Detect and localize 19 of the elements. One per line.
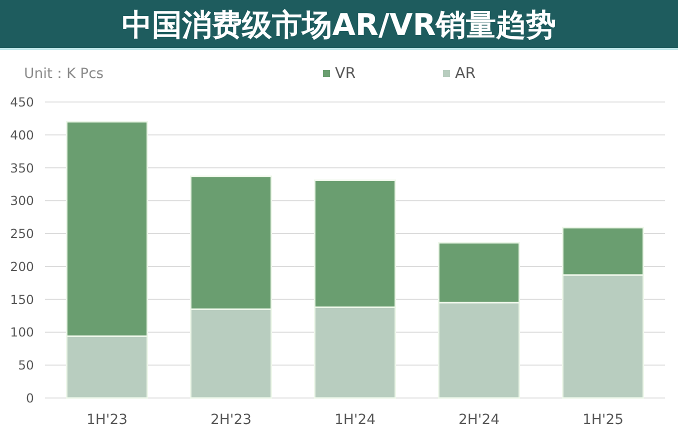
x-tick-label: 2H'24 — [458, 412, 500, 428]
chart-title: 中国消费级市场AR/VR销量趋势 — [122, 8, 556, 43]
x-tick-label: 1H'25 — [582, 412, 624, 428]
y-tick-label: 300 — [10, 193, 34, 208]
y-tick-label: 100 — [10, 324, 34, 340]
x-tick-label: 1H'24 — [334, 412, 376, 428]
y-axis-title: Unit：K Pcs — [24, 66, 104, 82]
legend-label: VR — [335, 64, 356, 82]
y-tick-label: 400 — [10, 127, 34, 142]
y-tick-label: 50 — [18, 358, 34, 373]
y-tick-label: 0 — [26, 390, 34, 406]
y-tick-label: 150 — [10, 292, 34, 307]
x-tick-label: 2H'23 — [210, 412, 252, 428]
y-tick-label: 350 — [10, 160, 34, 176]
y-tick-label: 250 — [10, 226, 34, 242]
legend-label: AR — [455, 64, 476, 82]
y-tick-label: 450 — [10, 94, 34, 110]
x-tick-label: 1H'23 — [86, 412, 128, 428]
y-tick-label: 200 — [10, 258, 34, 274]
